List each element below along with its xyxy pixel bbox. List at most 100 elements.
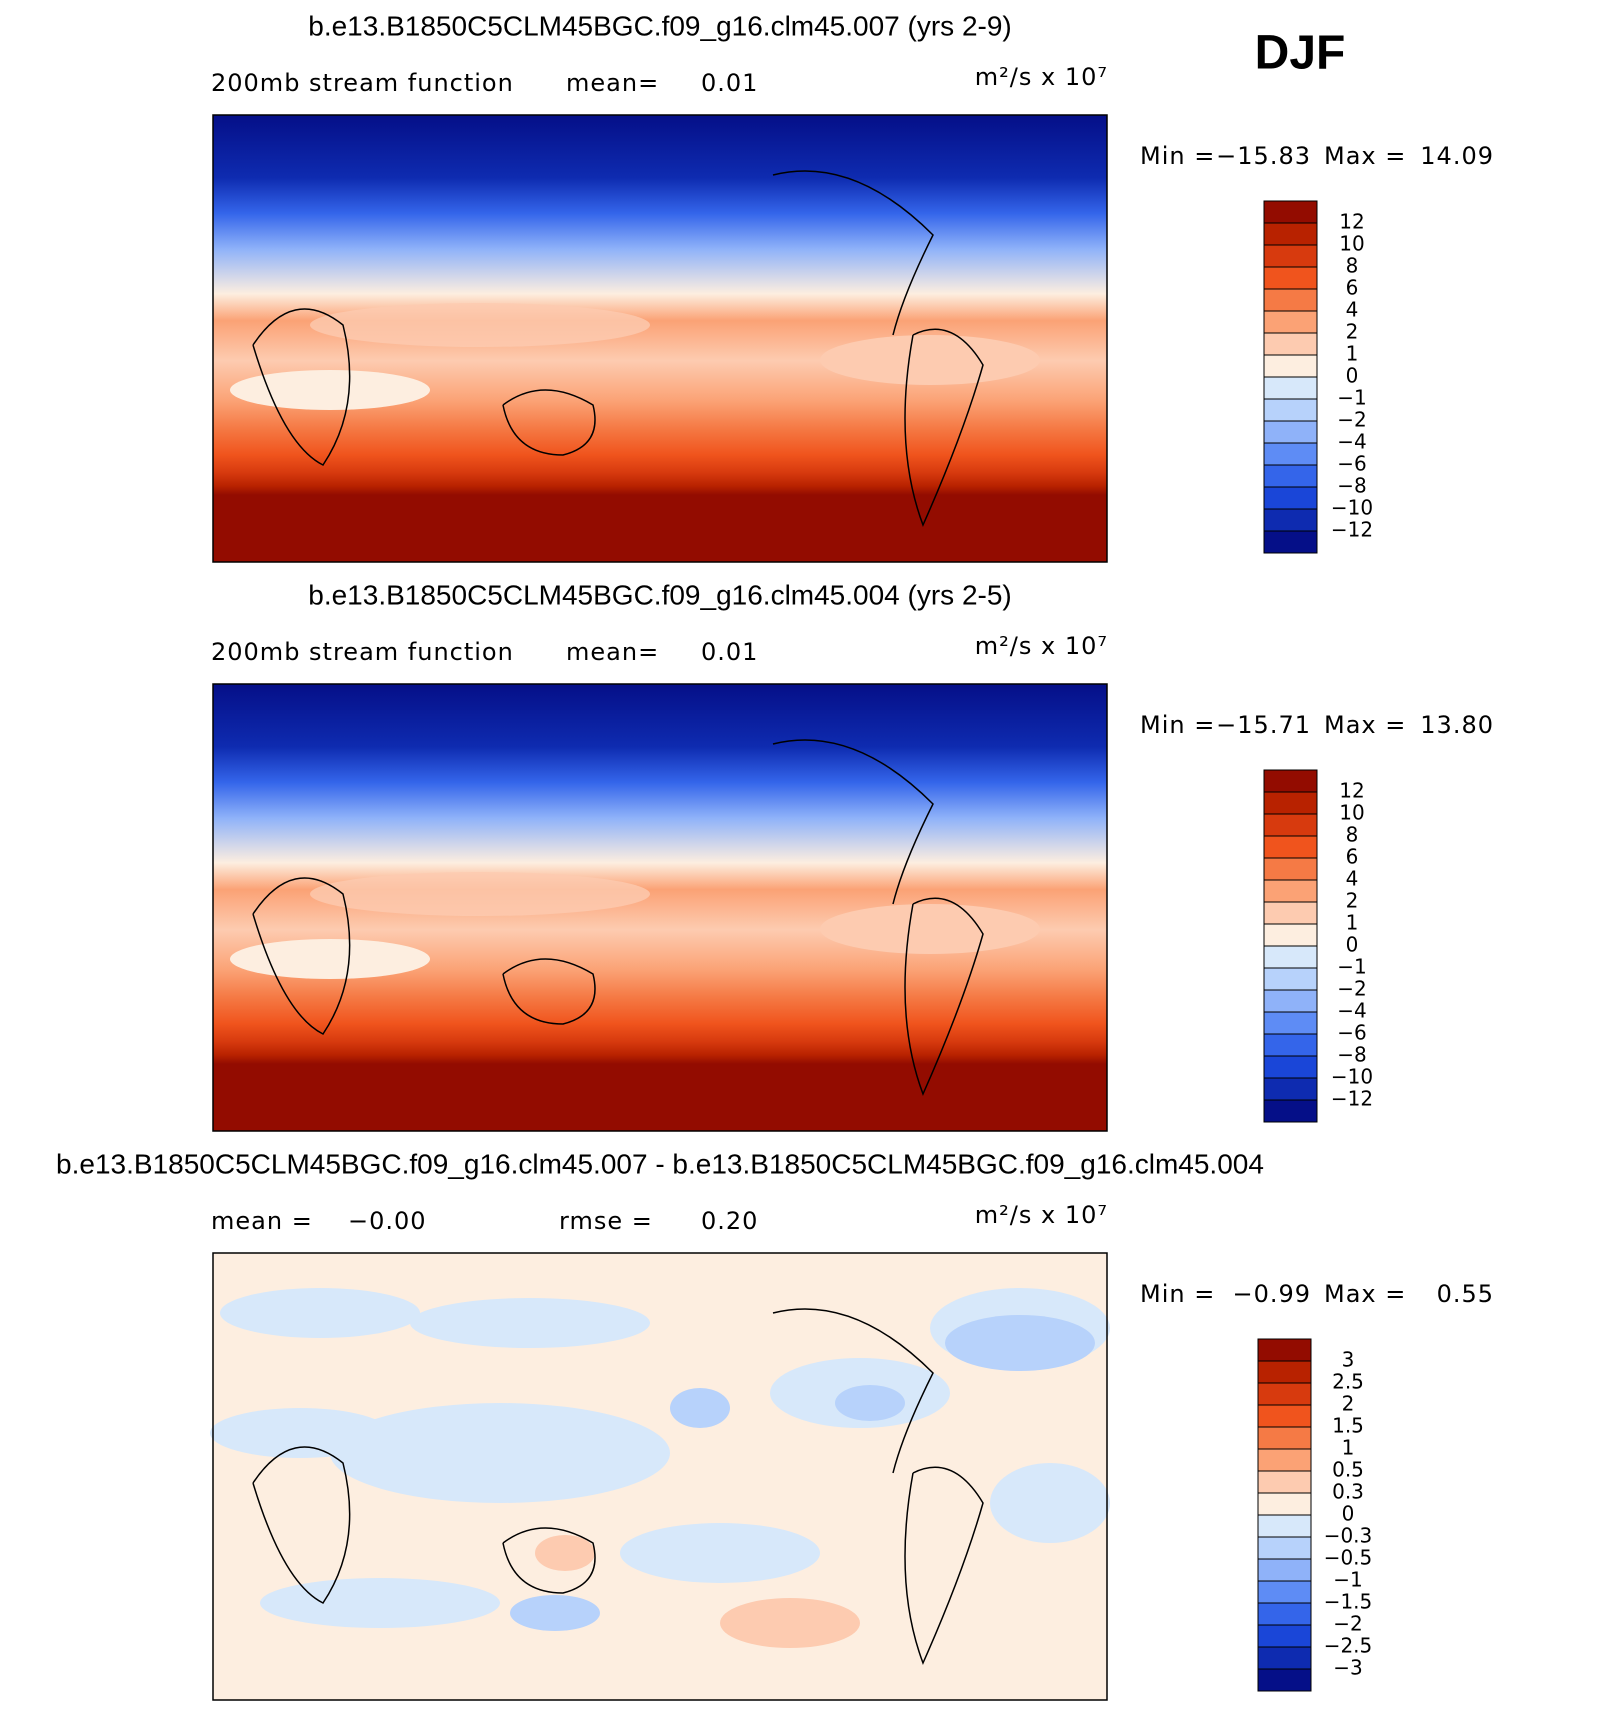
subtitle-item: 200mb stream function [211,638,514,666]
colorbar-box [1263,376,1318,400]
field-blob [720,1598,860,1648]
colorbar-label: −10 [1331,496,1373,520]
colorbar-box [1257,1668,1312,1692]
colorbar-label: 8 [1346,254,1359,278]
colorbar-box [1263,989,1318,1013]
min-value: −0.99 [1232,1280,1311,1308]
colorbar-label: 0.5 [1332,1458,1364,1482]
colorbar-box [1263,769,1318,793]
colorbar-label: 1 [1346,342,1359,366]
colorbar-label: −1.5 [1324,1590,1373,1614]
colorbar-label: −2.5 [1324,1634,1373,1658]
colorbar-label: −0.3 [1324,1524,1373,1548]
field-blob [410,1298,650,1348]
colorbar-label: −12 [1331,518,1373,542]
colorbar-box [1263,486,1318,510]
colorbar-box [1263,200,1318,224]
colorbar-box [1263,923,1318,947]
colorbar-box [1257,1360,1312,1384]
colorbar-box [1263,244,1318,268]
units: m²/s x 10⁷ [975,63,1108,91]
colorbar-label: −0.5 [1324,1546,1373,1570]
min-value: −15.71 [1216,711,1311,739]
min-label: Min = [1140,1280,1215,1308]
map [212,683,1108,1132]
colorbar-label: 2 [1346,320,1359,344]
colorbar-label: 6 [1346,845,1359,869]
colorbar-label: 10 [1339,232,1364,256]
coastline [252,170,984,527]
field-blob [210,1408,390,1458]
colorbar-label: 3 [1342,1348,1355,1372]
colorbar-box [1263,464,1318,488]
field-blob [230,370,430,410]
coastline [252,739,984,1096]
field-blob [835,1385,905,1421]
subtitle-item: 0.20 [701,1207,758,1235]
field-blob [945,1315,1095,1371]
colorbar-label: 12 [1339,210,1364,234]
colorbar-label: 0 [1342,1502,1355,1526]
colorbar-label: 4 [1346,867,1359,891]
colorbar-label: 0.3 [1332,1480,1364,1504]
colorbar-box [1263,420,1318,444]
field-blob [510,1595,600,1631]
max-value: 13.80 [1420,711,1494,739]
panel-title: b.e13.B1850C5CLM45BGC.f09_g16.clm45.004 … [308,579,1012,610]
colorbar-box [1263,222,1318,246]
colorbar-label: −2 [1337,977,1366,1001]
colorbar-label: 2 [1346,889,1359,913]
min-label: Min = [1140,711,1215,739]
colorbar-label: −1 [1333,1568,1362,1592]
colorbar-label: −6 [1337,452,1366,476]
subtitle-item: mean= [566,69,659,97]
min-label: Min = [1140,142,1215,170]
max-value: 14.09 [1420,142,1494,170]
colorbar-box [1263,945,1318,969]
colorbar-label: 12 [1339,779,1364,803]
min-value: −15.83 [1216,142,1311,170]
subtitle-item: 0.01 [701,638,758,666]
colorbar-box [1263,1033,1318,1057]
colorbar-label: −4 [1337,999,1366,1023]
colorbar-box [1257,1470,1312,1494]
field-blob [535,1535,595,1571]
colorbar-box [1263,288,1318,312]
map [210,1252,1110,1701]
map [212,114,1108,563]
colorbar-box [1263,813,1318,837]
colorbar-box [1257,1624,1312,1648]
max-label: Max = [1324,1280,1406,1308]
colorbar-label: −2 [1337,408,1366,432]
field-blob [260,1578,500,1628]
colorbar-label: −1 [1337,955,1366,979]
colorbar-box [1263,530,1318,554]
colorbar-label: −8 [1337,474,1366,498]
colorbar-box [1257,1448,1312,1472]
colorbar-box [1257,1338,1312,1362]
field-blob [310,872,650,916]
subtitle-item: −0.00 [348,1207,427,1235]
colorbar-box [1263,354,1318,378]
colorbar-label: 1.5 [1332,1414,1364,1438]
colorbar-box [1263,266,1318,290]
field-blob [820,904,1040,954]
colorbar-label: −4 [1337,430,1366,454]
colorbar-box [1257,1536,1312,1560]
colorbar-box [1263,901,1318,925]
max-label: Max = [1324,142,1406,170]
field-blob [670,1388,730,1428]
colorbar-box [1263,791,1318,815]
colorbar-label: 1 [1342,1436,1355,1460]
colorbar-box [1263,332,1318,356]
colorbar-box [1263,835,1318,859]
subtitle-item: mean= [566,638,659,666]
colorbar-label: −8 [1337,1043,1366,1067]
colorbar-label: −1 [1337,386,1366,410]
colorbar-box [1257,1580,1312,1604]
colorbar-label: 0 [1346,364,1359,388]
colorbar-box [1263,1011,1318,1035]
field-blob [820,335,1040,385]
field-blob [330,1403,670,1503]
colorbar-box [1257,1404,1312,1428]
